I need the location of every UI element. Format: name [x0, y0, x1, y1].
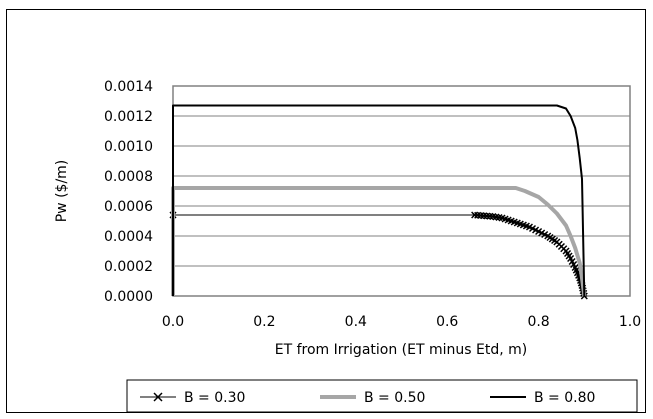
x-axis-label: ET from Irrigation (ET minus Etd, m) — [275, 342, 527, 358]
x-tick-label: 0.0 — [162, 314, 184, 330]
legend-entry: B = 0.30 — [140, 390, 245, 406]
x-tick-labels: 0.0 0.2 0.4 0.6 0.8 1.0 — [162, 314, 641, 330]
y-tick-label: 0.0000 — [104, 289, 153, 305]
legend-label: B = 0.50 — [364, 390, 425, 406]
x-tick-label: 0.6 — [436, 314, 458, 330]
y-tick-label: 0.0010 — [104, 139, 153, 155]
chart-frame — [6, 9, 646, 413]
legend-entry: B = 0.80 — [490, 390, 595, 406]
y-tick-labels: 0.0000 0.0002 0.0004 0.0006 0.0008 0.0010 0.00… — [104, 79, 153, 305]
x-tick-label: 1.0 — [619, 314, 641, 330]
y-tick-label: 0.0012 — [104, 109, 153, 125]
y-tick-label: 0.0008 — [104, 169, 153, 185]
legend-label: B = 0.30 — [184, 390, 245, 406]
y-tick-label: 0.0014 — [104, 79, 153, 95]
series-layer — [169, 104, 588, 300]
series-line-3 — [172, 104, 586, 297]
plot-area-border — [172, 85, 631, 297]
y-tick-label: 0.0006 — [104, 199, 153, 215]
x-tick-label: 0.2 — [253, 314, 275, 330]
y-axis-label: Pw ($/m) — [54, 160, 70, 223]
x-tick-label: 0.8 — [527, 314, 549, 330]
y-tick-label: 0.0004 — [104, 229, 153, 245]
legend-label: B = 0.80 — [534, 390, 595, 406]
series-line-2 — [171, 186, 587, 297]
legend: B = 0.30 B = 0.50 B = 0.80 — [140, 390, 595, 406]
legend-box — [126, 379, 638, 413]
legend-entry: B = 0.50 — [320, 390, 425, 406]
x-tick-label: 0.4 — [345, 314, 367, 330]
y-tick-label: 0.0002 — [104, 259, 153, 275]
grid-layer — [173, 115, 630, 267]
